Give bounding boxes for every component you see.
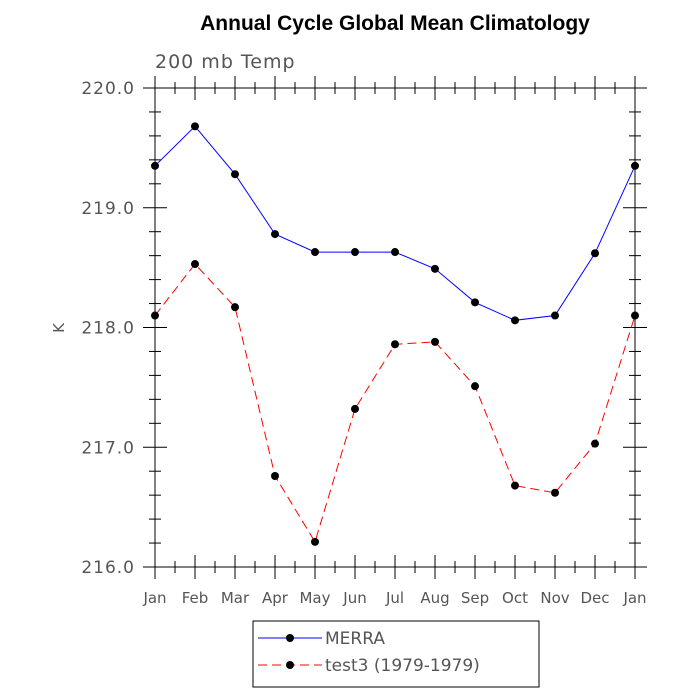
axis-ticks [143, 76, 647, 579]
data-point [391, 248, 399, 257]
data-point [231, 170, 239, 179]
legend-marker [286, 661, 294, 669]
x-tick-label: Apr [262, 589, 289, 607]
legend-label-1: MERRA [325, 629, 385, 649]
y-tick-label: 216.0 [81, 558, 135, 578]
y-axis-label: K [50, 322, 68, 333]
data-point [351, 248, 359, 257]
legend: MERRA test3 (1979-1979) [252, 620, 540, 688]
series-line-2 [154, 263, 636, 544]
x-tick-label: Jun [342, 589, 366, 607]
legend-marker [286, 634, 294, 642]
data-point [431, 337, 439, 346]
data-point [231, 303, 239, 312]
data-point [631, 311, 639, 320]
x-tick-label: Aug [420, 589, 449, 607]
data-point [151, 161, 159, 170]
data-point [191, 260, 199, 269]
series-line-1 [154, 125, 636, 321]
data-point [311, 248, 319, 257]
data-point [631, 161, 639, 170]
y-tick-label: 220.0 [81, 79, 135, 99]
series-lines [154, 125, 636, 544]
chart-subtitle: 200 mb Temp [155, 51, 296, 73]
data-point [551, 311, 559, 320]
x-tick-label: Dec [580, 589, 609, 607]
x-tick-label: Oct [502, 589, 528, 607]
data-point [591, 249, 599, 258]
data-point [151, 311, 159, 320]
legend-box [252, 620, 540, 688]
data-point [311, 537, 319, 546]
plot-frame [154, 87, 636, 568]
x-tick-label: Jan [622, 589, 646, 607]
data-point [511, 481, 519, 490]
x-tick-label: Feb [182, 589, 209, 607]
y-tick-label: 217.0 [81, 438, 135, 458]
data-point [471, 298, 479, 307]
x-tick-label: Nov [540, 589, 569, 607]
y-tick-label: 219.0 [81, 199, 135, 219]
chart-title: Annual Cycle Global Mean Climatology [200, 12, 590, 35]
x-tick-label: Jul [385, 589, 404, 607]
x-tick-labels: Jan Feb Mar Apr May Jun Jul Aug Sep Oct Nov Dec Jan [142, 589, 646, 607]
x-tick-label: Sep [461, 589, 489, 607]
data-point [271, 230, 279, 239]
legend-label-2: test3 (1979-1979) [325, 656, 480, 676]
data-point [551, 488, 559, 497]
data-point [191, 122, 199, 131]
x-tick-label: May [299, 589, 330, 607]
x-tick-label: Jan [142, 589, 166, 607]
data-point [471, 382, 479, 391]
y-tick-labels: 216.0 217.0 218.0 219.0 220.0 [81, 79, 135, 578]
data-point [591, 439, 599, 448]
data-point [431, 264, 439, 273]
data-point [271, 471, 279, 480]
x-tick-label: Mar [221, 589, 250, 607]
data-point [511, 316, 519, 325]
series-points [151, 122, 639, 546]
y-tick-label: 218.0 [81, 319, 135, 339]
data-point [351, 404, 359, 413]
data-point [391, 340, 399, 349]
